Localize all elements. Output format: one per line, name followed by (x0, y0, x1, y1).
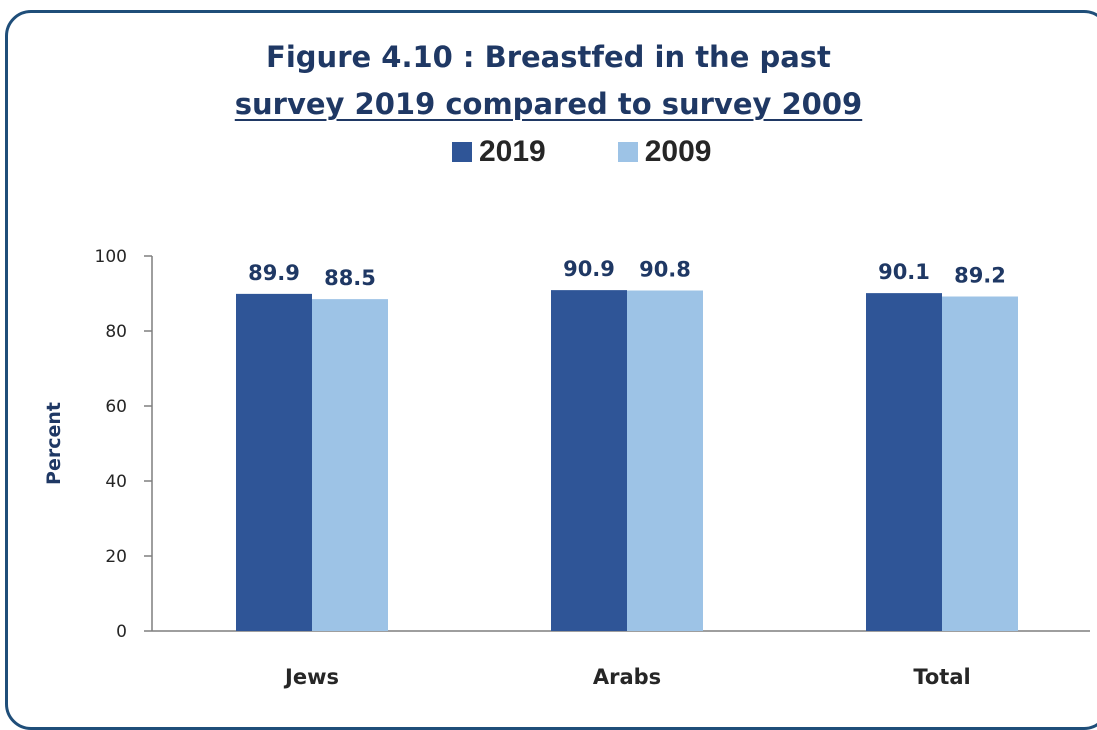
data-label-arabs-2019: 90.9 (563, 257, 615, 281)
x-tick-label-total: Total (913, 665, 970, 689)
chart-title: Figure 4.10 : Breastfed in the past (266, 40, 831, 74)
y-axis-title: Percent (43, 402, 65, 485)
y-tick-label: 20 (105, 547, 127, 567)
legend-label-2019: 2019 (479, 135, 546, 168)
data-label-total-2009: 89.2 (954, 264, 1006, 288)
bar-jews-2009 (312, 299, 388, 631)
x-tick-label-jews: Jews (283, 665, 339, 689)
chart-legend: 2019 2009 (452, 134, 712, 170)
bar-arabs-2009 (627, 290, 703, 631)
legend-item-2019: 2019 (452, 135, 546, 169)
data-label-total-2019: 90.1 (878, 260, 930, 284)
data-label-arabs-2009: 90.8 (639, 258, 691, 282)
data-label-jews-2009: 88.5 (324, 266, 376, 290)
data-label-jews-2019: 89.9 (248, 261, 300, 285)
y-tick-label: 100 (95, 247, 127, 267)
y-tick-label: 0 (116, 622, 127, 642)
y-tick-label: 80 (105, 322, 127, 342)
bar-chart: 0 20 40 60 80 100 Percent 89.9 88.5 Jews 90.9 90.8 A… (43, 247, 1090, 689)
legend-swatch-2009 (617, 142, 638, 162)
x-tick-label-arabs: Arabs (593, 665, 661, 689)
bar-arabs-2019 (551, 290, 627, 631)
bar-jews-2019 (236, 293, 312, 631)
legend-item-2009: 2009 (617, 135, 712, 169)
y-tick-label: 60 (105, 397, 127, 417)
legend-label-2009: 2009 (644, 135, 712, 168)
bar-total-2009 (942, 296, 1018, 631)
bar-total-2019 (866, 293, 942, 631)
chart-subtitle: survey 2019 compared to survey 2009 (234, 87, 863, 121)
legend-swatch-2019 (452, 142, 472, 162)
y-tick-label: 40 (105, 472, 127, 492)
